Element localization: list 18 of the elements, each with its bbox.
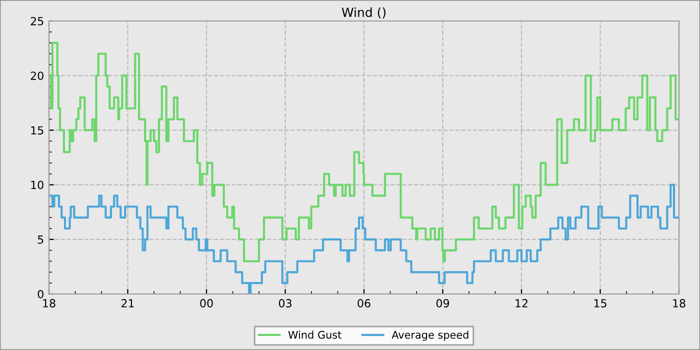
x-tick-label: 21 <box>121 299 134 308</box>
y-tick-label: 5 <box>38 236 44 244</box>
x-tick-label: 06 <box>358 299 370 308</box>
y-tick-label: 20 <box>30 72 44 80</box>
y-tick-label: 10 <box>31 180 44 190</box>
legend-label: Wind Gust <box>288 330 342 339</box>
x-tick-label: 09 <box>436 299 450 308</box>
x-tick-label: 18 <box>673 299 686 308</box>
chart-title: Wind () <box>342 7 386 18</box>
y-tick-label: 25 <box>30 16 44 26</box>
x-tick-label: 15 <box>594 299 606 308</box>
y-tick-label: 0 <box>38 290 44 298</box>
x-tick-label: 00 <box>200 299 213 308</box>
y-tick-label: 15 <box>31 126 44 135</box>
x-tick-label: 12 <box>516 299 528 308</box>
legend-label: Average speed <box>392 330 468 341</box>
x-tick-label: 03 <box>278 299 292 308</box>
x-tick-label: 18 <box>43 299 56 308</box>
